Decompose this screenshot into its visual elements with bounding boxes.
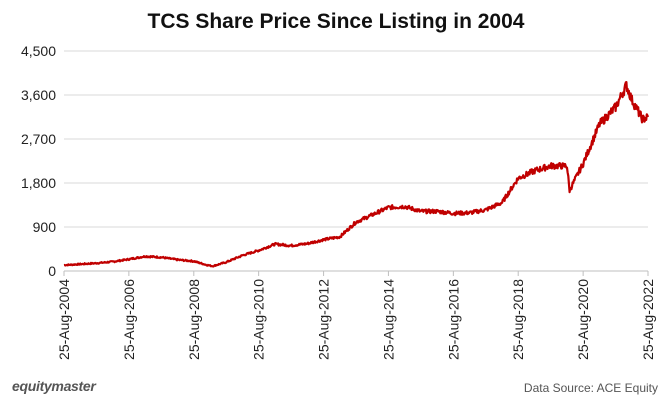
x-tick-label: 25-Aug-2004 — [56, 279, 72, 360]
y-tick-label: 900 — [33, 219, 57, 235]
x-tick-label: 25-Aug-2010 — [251, 279, 267, 360]
x-axis-ticks: 25-Aug-2004 25-Aug-2006 25-Aug-2008 25-Aug-… — [56, 271, 656, 360]
chart-title: TCS Share Price Since Listing in 2004 — [147, 10, 525, 33]
x-tick-label: 25-Aug-2006 — [121, 279, 137, 360]
x-tick-label: 25-Aug-2014 — [380, 279, 396, 360]
gridlines — [64, 50, 648, 228]
x-tick-label: 25-Aug-2018 — [510, 279, 526, 360]
x-tick-label: 25-Aug-2008 — [186, 279, 202, 360]
y-tick-label: 2,700 — [21, 131, 56, 147]
y-tick-label: 3,600 — [21, 87, 56, 103]
series-group — [63, 81, 650, 268]
y-tick-label: 4,500 — [21, 43, 56, 59]
x-tick-label: 25-Aug-2012 — [316, 279, 332, 360]
x-tick-label: 25-Aug-2022 — [640, 279, 656, 360]
y-axis-ticks: 0 900 1,800 2,700 3,600 4,500 — [21, 43, 56, 279]
x-tick-label: 25-Aug-2020 — [575, 279, 591, 360]
y-tick-label: 1,800 — [21, 175, 56, 191]
data-source-note: Data Source: ACE Equity — [523, 381, 658, 395]
brand-logo-text: equitymaster — [12, 378, 96, 394]
x-tick-label: 25-Aug-2016 — [445, 279, 461, 360]
share-price-series-line — [63, 81, 650, 268]
y-tick-label: 0 — [48, 263, 56, 279]
